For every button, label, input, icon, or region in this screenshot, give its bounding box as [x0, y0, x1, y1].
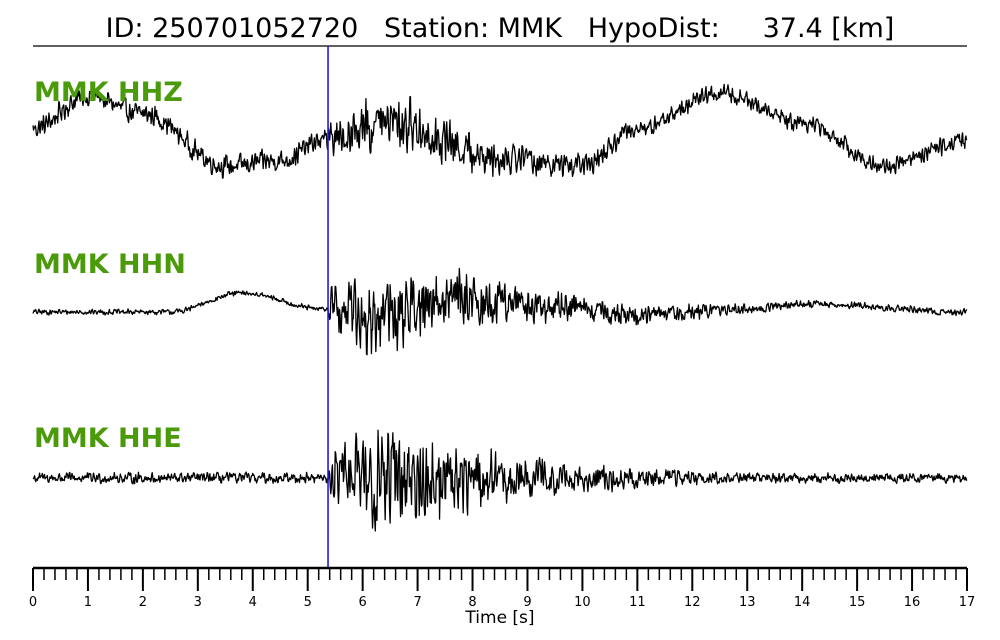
- time-axis-ticks: [32, 568, 968, 591]
- x-tick-label: 10: [574, 595, 591, 610]
- x-tick-label: 11: [629, 595, 646, 610]
- channel-label: MMK HHN: [34, 249, 186, 280]
- x-tick-label: 2: [139, 595, 147, 610]
- x-tick-label: 4: [249, 595, 257, 610]
- x-tick-label: 9: [523, 595, 531, 610]
- x-tick-label: 6: [359, 595, 367, 610]
- channel-label: MMK HHE: [34, 423, 182, 454]
- x-tick-label: 5: [304, 595, 312, 610]
- x-axis-label: Time [s]: [464, 608, 534, 628]
- x-tick-label: 12: [684, 595, 701, 610]
- figure-title: ID: 250701052720 Station: MMK HypoDist: …: [106, 13, 895, 44]
- x-tick-label: 8: [468, 595, 476, 610]
- waveform-trace: [32, 83, 968, 179]
- x-tick-label: 17: [959, 595, 976, 610]
- channel-label: MMK HHZ: [34, 77, 183, 108]
- x-tick-label: 7: [413, 595, 421, 610]
- x-tick-label: 0: [29, 595, 37, 610]
- channel-label-group: MMK HHZ MMK HHN MMK HHE: [34, 77, 186, 454]
- time-axis-tick-labels: 0 1 2 3 4 5 6 7 8 9 10 11 12 13 14 15 16 17: [29, 595, 975, 610]
- waveform-trace: [32, 429, 968, 532]
- x-tick-label: 16: [904, 595, 921, 610]
- x-tick-label: 13: [739, 595, 756, 610]
- waveform-trace: [32, 267, 968, 356]
- x-tick-label: 1: [84, 595, 92, 610]
- trace-group: [32, 83, 968, 532]
- time-axis: 0 1 2 3 4 5 6 7 8 9 10 11 12 13 14 15 16 17 Time [s]: [29, 566, 975, 628]
- x-tick-label: 14: [794, 595, 811, 610]
- x-tick-label: 3: [194, 595, 202, 610]
- x-tick-label: 15: [849, 595, 866, 610]
